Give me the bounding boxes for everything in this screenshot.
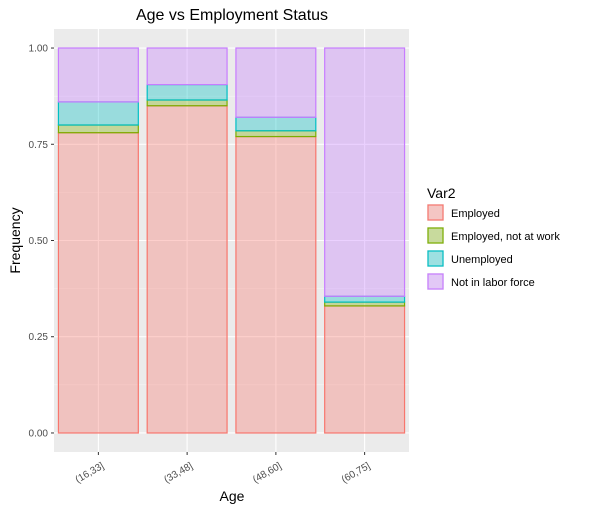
legend-title: Var2 [427, 185, 456, 201]
bar-segment [146, 84, 228, 101]
legend-key [427, 204, 444, 221]
y-tick-label: 0.75 [29, 140, 49, 151]
y-tick-label: 1.00 [29, 44, 49, 55]
bar-segment [235, 47, 317, 118]
legend-label: Not in labor force [451, 277, 535, 289]
bar-segment [146, 99, 228, 107]
legend: Var2 Employed Employed, not at work Unempl… [427, 185, 560, 290]
legend-key [427, 273, 444, 290]
bar-segment [146, 105, 228, 434]
bar-segment [324, 305, 406, 434]
bar-segment [235, 135, 317, 434]
legend-key-background [427, 227, 444, 244]
legend-item: Employed [427, 204, 500, 221]
legend-label: Unemployed [451, 254, 513, 266]
bar-segment [235, 130, 317, 138]
y-tick-label: 0.50 [29, 236, 49, 247]
chart-title: Age vs Employment Status [136, 7, 328, 24]
legend-item: Not in labor force [427, 273, 535, 290]
bar-segment [57, 101, 139, 126]
legend-label: Employed [451, 208, 500, 220]
y-tick-label: 0.00 [29, 428, 49, 439]
bar-segment [57, 124, 139, 134]
y-axis-title: Frequency [7, 207, 23, 273]
legend-key-background [427, 250, 444, 267]
bar-segment [324, 295, 406, 303]
plot-panel [54, 29, 409, 452]
bar-segment [57, 132, 139, 434]
legend-items: Employed Employed, not at work Unemployed N… [427, 204, 560, 290]
bars [57, 47, 406, 434]
legend-key [427, 250, 444, 267]
bar-segment [146, 47, 228, 86]
legend-item: Unemployed [427, 250, 513, 267]
legend-key [427, 227, 444, 244]
legend-item: Employed, not at work [427, 227, 560, 244]
legend-key-background [427, 204, 444, 221]
bar-segment [57, 47, 139, 103]
bar-segment [235, 116, 317, 132]
legend-key-background [427, 273, 444, 290]
y-tick-label: 0.25 [29, 332, 49, 343]
y-axis: 0.00 0.25 0.50 0.75 1.00 [29, 44, 54, 439]
legend-label: Employed, not at work [451, 231, 560, 243]
bar-segment [324, 47, 406, 297]
x-axis-title: Age [220, 488, 245, 504]
